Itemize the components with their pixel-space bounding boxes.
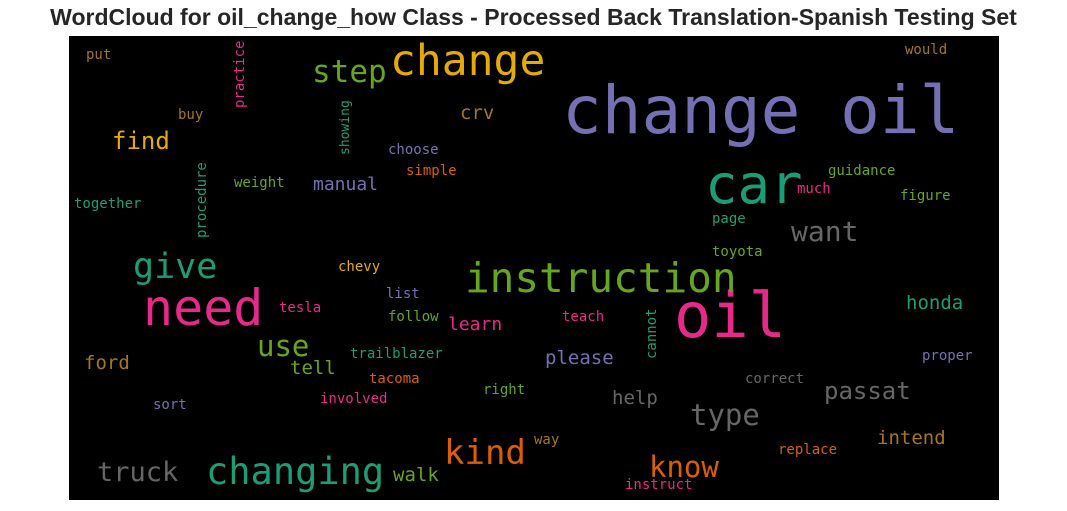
word-changing: changing [206, 450, 384, 493]
word-would: would [905, 42, 947, 58]
word-involved: involved [320, 391, 387, 407]
wordcloud-words: change oil oil car need instruction change cha… [74, 36, 973, 493]
word-car: car [705, 153, 803, 216]
word-tesla: tesla [279, 300, 321, 316]
word-toyota: toyota [712, 244, 763, 260]
word-trailblazer: trailblazer [350, 346, 443, 362]
word-want: want [791, 215, 858, 248]
word-proper: proper [922, 348, 973, 364]
word-choose: choose [388, 142, 439, 158]
word-much: much [797, 181, 831, 197]
word-showing: showing [338, 100, 353, 155]
word-instruction: instruction [465, 254, 737, 302]
word-teach: teach [562, 309, 604, 325]
word-right: right [483, 382, 525, 398]
word-together: together [74, 196, 141, 212]
word-figure: figure [900, 188, 951, 204]
word-change-oil: change oil [562, 72, 959, 149]
word-ford: ford [84, 352, 130, 374]
word-passat: passat [824, 377, 911, 405]
word-list: list [386, 286, 420, 302]
word-practice: practice [232, 41, 248, 108]
word-change: change [390, 36, 545, 86]
word-cannot: cannot [644, 308, 660, 359]
word-please: please [545, 347, 614, 369]
word-tacoma: tacoma [369, 371, 420, 387]
word-use: use [257, 329, 309, 363]
word-step: step [312, 54, 387, 90]
word-truck: truck [97, 457, 178, 488]
word-know: know [649, 450, 719, 484]
word-follow: follow [388, 309, 439, 325]
word-chevy: chevy [338, 259, 380, 275]
word-need: need [143, 279, 263, 337]
word-simple: simple [406, 163, 457, 179]
word-learn: learn [448, 314, 502, 335]
word-buy: buy [178, 107, 203, 123]
word-type: type [690, 398, 760, 432]
word-sort: sort [153, 397, 187, 413]
word-oil: oil [674, 279, 786, 352]
word-walk: walk [393, 464, 439, 486]
word-guidance: guidance [828, 163, 895, 179]
word-tell: tell [290, 357, 336, 379]
word-give: give [133, 247, 217, 287]
word-instruct: instruct [625, 477, 692, 493]
word-kind: kind [444, 433, 526, 473]
word-way: way [534, 432, 559, 448]
word-replace: replace [778, 442, 837, 458]
word-manual: manual [313, 174, 378, 195]
word-intend: intend [877, 427, 946, 449]
word-weight: weight [234, 175, 285, 191]
word-correct: correct [745, 371, 804, 387]
word-page: page [712, 211, 746, 227]
chart-title: WordCloud for oil_change_how Class - Pro… [50, 4, 1017, 30]
word-crv: crv [460, 102, 494, 124]
word-procedure: procedure [194, 162, 210, 238]
word-honda: honda [906, 292, 963, 314]
word-help: help [612, 387, 658, 409]
word-find: find [112, 127, 170, 155]
word-put: put [86, 47, 111, 63]
wordcloud-background [69, 36, 999, 500]
